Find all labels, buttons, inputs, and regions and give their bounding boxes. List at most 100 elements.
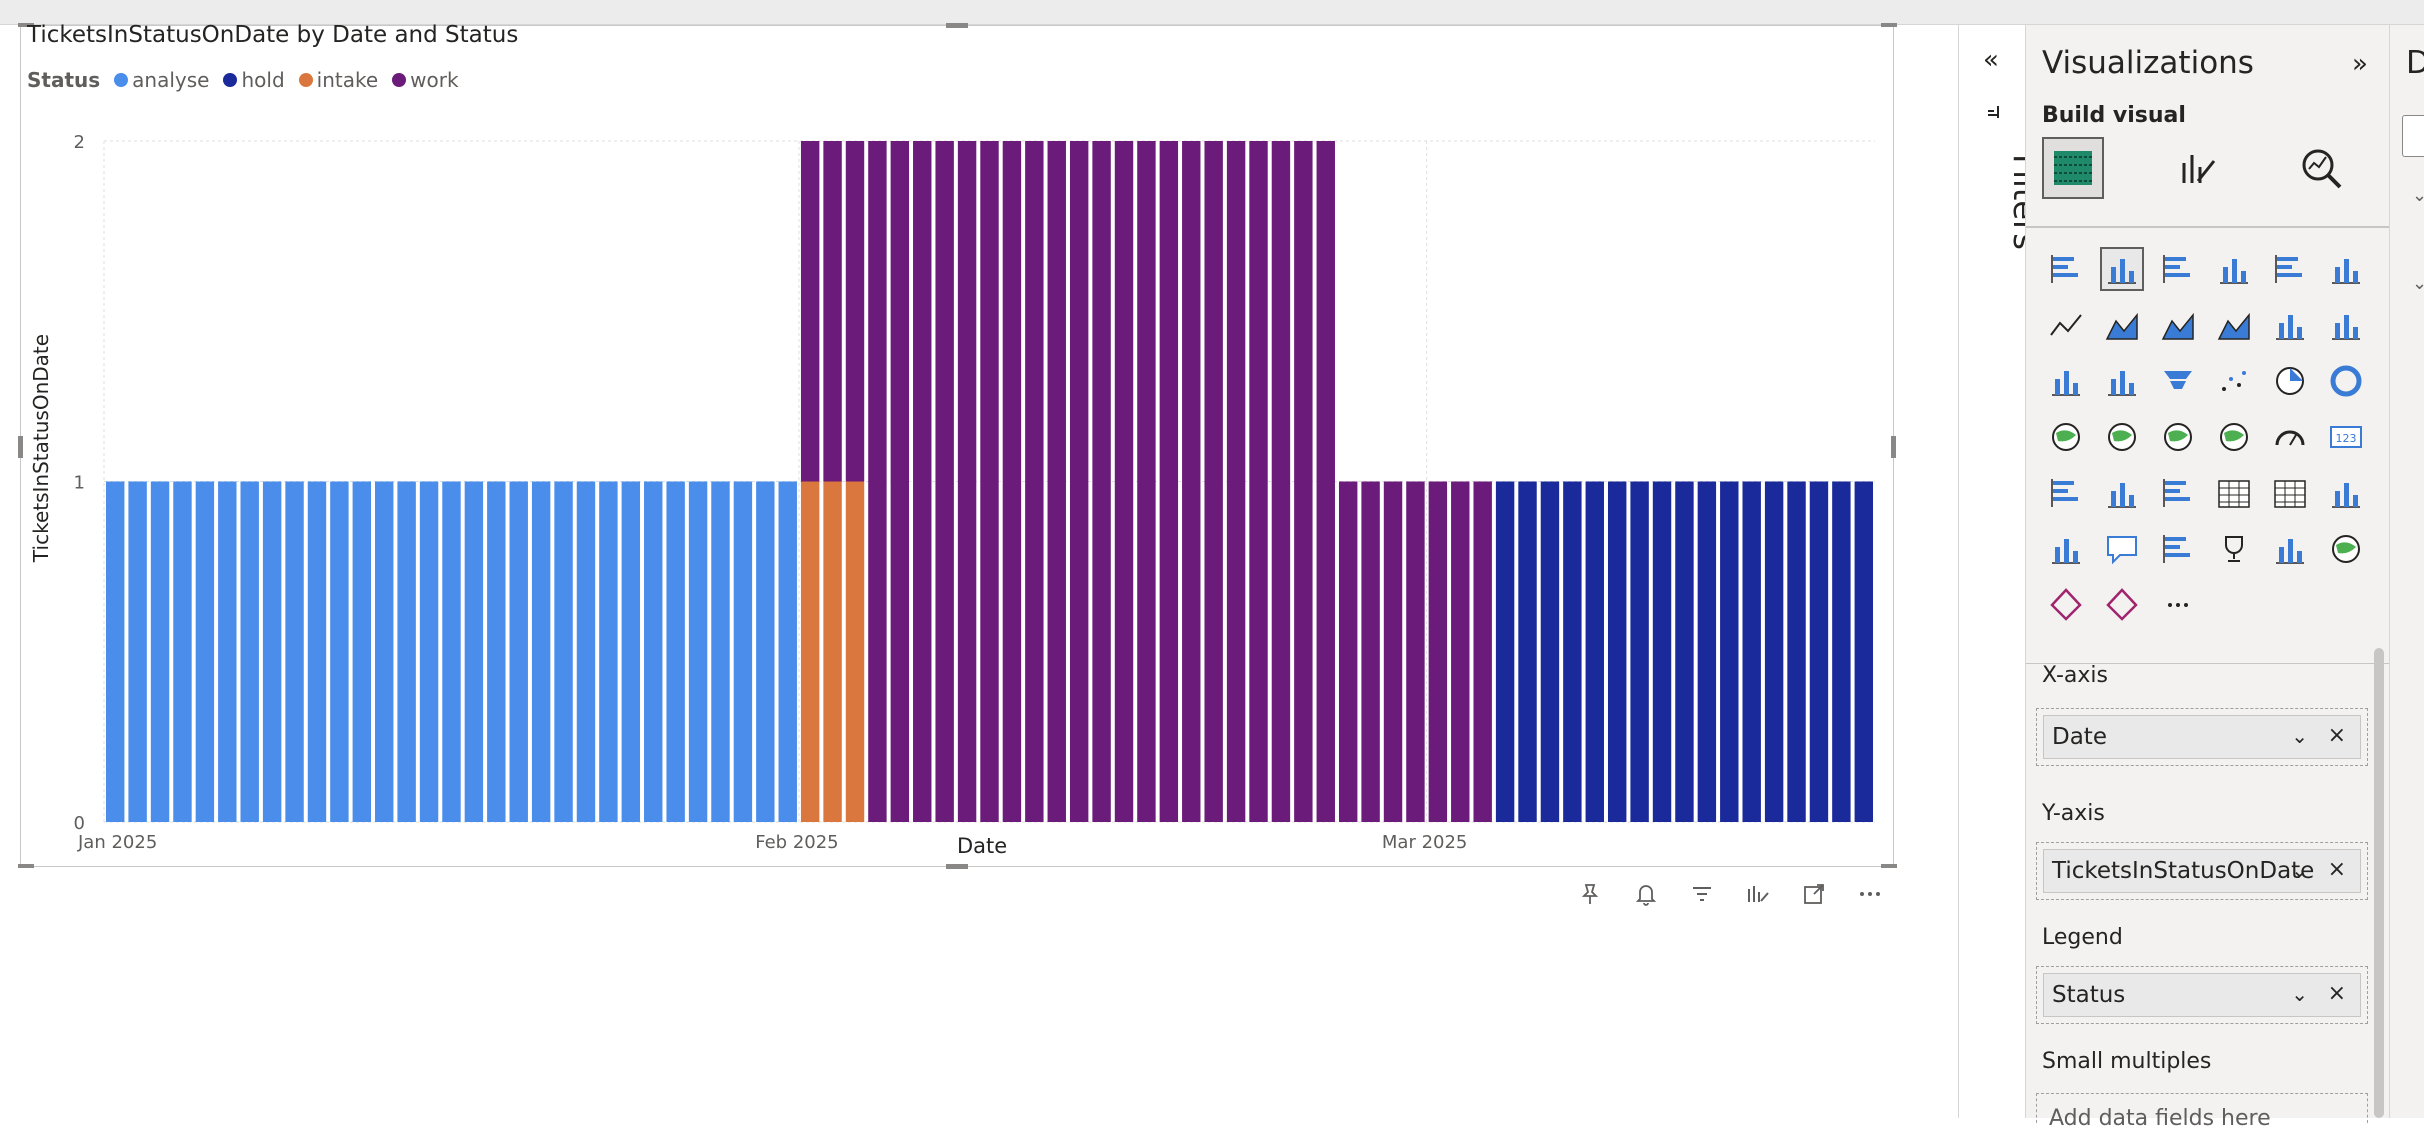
bar-hold <box>1742 481 1761 822</box>
decomposition-tree-icon[interactable] <box>2324 471 2368 515</box>
filter-icon[interactable] <box>1688 880 1716 908</box>
line-and-stacked-column-icon[interactable] <box>2268 303 2312 347</box>
y-axis-title: TicketsInStatusOnDate <box>29 333 53 563</box>
legend-well[interactable]: Status ⌄ × <box>2036 966 2368 1024</box>
tab-analytics[interactable] <box>2290 137 2352 199</box>
stacked-bar-chart-icon[interactable] <box>2044 247 2088 291</box>
metrics-icon[interactable] <box>2212 527 2256 571</box>
100-stacked-area-chart-icon[interactable] <box>2212 303 2256 347</box>
resize-handle-left[interactable] <box>18 436 23 458</box>
resize-handle-top-left[interactable] <box>18 23 34 27</box>
qna-icon[interactable] <box>2100 527 2144 571</box>
bar-work <box>1473 481 1492 822</box>
focus-mode-icon[interactable] <box>1800 880 1828 908</box>
donut-chart-icon[interactable] <box>2324 359 2368 403</box>
tab-build-visual[interactable] <box>2042 137 2104 199</box>
x-axis-well[interactable]: Date ⌄ × <box>2036 708 2368 766</box>
kpi-icon[interactable] <box>2100 471 2144 515</box>
viz-pane-tabs <box>2042 137 2372 215</box>
bar-analyse <box>195 481 215 822</box>
ribbon-chart-icon[interactable] <box>2044 359 2088 403</box>
bell-icon[interactable] <box>1632 880 1660 908</box>
legend-item-analyse[interactable]: analyse <box>114 68 209 92</box>
azure-map-icon[interactable] <box>2212 415 2256 459</box>
y-axis-field-pill[interactable]: TicketsInStatusOnDate ⌄ × <box>2043 849 2361 893</box>
tab-format-visual[interactable] <box>2166 137 2228 199</box>
remove-field-icon[interactable]: × <box>2327 723 2346 748</box>
legend-item-work[interactable]: work <box>392 68 459 92</box>
100-stacked-column-chart-icon[interactable] <box>2324 247 2368 291</box>
resize-handle-top-right[interactable] <box>1881 23 1897 27</box>
legend-item-hold[interactable]: hold <box>223 68 285 92</box>
power-apps-icon[interactable] <box>2044 583 2088 627</box>
chevron-down-icon[interactable]: ⌄ <box>2412 273 2424 294</box>
paginated-report-icon[interactable] <box>2268 527 2312 571</box>
resize-handle-bottom-right[interactable] <box>1881 864 1897 868</box>
pin-icon[interactable] <box>1576 880 1604 908</box>
x-axis-field-pill[interactable]: Date ⌄ × <box>2043 715 2361 759</box>
more-options-icon[interactable] <box>1856 880 1884 908</box>
bar-hold <box>1540 481 1560 822</box>
small-multiples-well[interactable]: Add data fields here <box>2036 1093 2368 1131</box>
stacked-column-chart-icon[interactable] <box>2100 247 2144 291</box>
chevron-down-icon[interactable]: ⌄ <box>2291 982 2308 1006</box>
gauge-icon[interactable] <box>2268 415 2312 459</box>
data-pane-title: D <box>2406 45 2424 81</box>
bar-analyse <box>397 481 416 822</box>
resize-handle-bottom[interactable] <box>946 864 968 869</box>
matrix-icon[interactable] <box>2268 471 2312 515</box>
pie-chart-icon[interactable] <box>2268 359 2312 403</box>
format-icon[interactable] <box>1744 880 1772 908</box>
clustered-bar-chart-icon[interactable] <box>2156 247 2200 291</box>
arcgis-map-icon[interactable] <box>2324 527 2368 571</box>
visualizations-pane: Visualizations » Build visual 123 X-axis <box>2025 25 2389 1131</box>
remove-field-icon[interactable]: × <box>2327 981 2346 1006</box>
data-search-input[interactable] <box>2402 115 2424 157</box>
power-automate-icon[interactable] <box>2100 583 2144 627</box>
bar-work <box>1428 481 1448 822</box>
chevron-down-icon[interactable]: ⌄ <box>2412 185 2424 206</box>
slicer-icon[interactable] <box>2156 471 2200 515</box>
treemap-icon[interactable] <box>2044 415 2088 459</box>
legend-item-intake[interactable]: intake <box>298 68 378 92</box>
x-axis-well-label: X-axis <box>2042 663 2108 688</box>
bar-analyse <box>733 481 753 822</box>
key-influencers-icon[interactable] <box>2044 527 2088 571</box>
bar-hold <box>1518 481 1537 822</box>
clustered-column-chart-icon[interactable] <box>2212 247 2256 291</box>
multi-row-card-icon[interactable] <box>2044 471 2088 515</box>
100-stacked-bar-chart-icon[interactable] <box>2268 247 2312 291</box>
filled-map-icon[interactable] <box>2156 415 2200 459</box>
stacked-column-chart-visual[interactable]: 0 1 2 Jan 2025 Feb 2025 Mar 2025 TicketsInSta… <box>18 22 1897 869</box>
bar-hold <box>1607 481 1627 822</box>
area-chart-icon[interactable] <box>2100 303 2144 347</box>
resize-handle-top[interactable] <box>946 23 968 28</box>
build-visual-icon <box>2054 151 2092 185</box>
legend-field-pill[interactable]: Status ⌄ × <box>2043 973 2361 1017</box>
bar-analyse <box>442 481 461 822</box>
funnel-chart-icon[interactable] <box>2156 359 2200 403</box>
map-icon[interactable] <box>2100 415 2144 459</box>
chevron-down-icon[interactable]: ⌄ <box>2291 858 2308 882</box>
double-chevron-right-icon[interactable]: » <box>2352 49 2368 79</box>
waterfall-chart-icon[interactable] <box>2100 359 2144 403</box>
line-chart-icon[interactable] <box>2044 303 2088 347</box>
y-axis-well[interactable]: TicketsInStatusOnDate ⌄ × <box>2036 842 2368 900</box>
filters-pane[interactable]: « Filters <box>1958 25 2044 1118</box>
remove-field-icon[interactable]: × <box>2327 857 2346 882</box>
bar-analyse <box>375 481 394 822</box>
chevron-down-icon[interactable]: ⌄ <box>2291 724 2308 748</box>
scatter-chart-icon[interactable] <box>2212 359 2256 403</box>
table-icon[interactable] <box>2212 471 2256 515</box>
resize-handle-bottom-left[interactable] <box>18 864 34 868</box>
bar-work <box>1069 141 1089 822</box>
more-visuals-icon[interactable] <box>2156 583 2200 627</box>
viz-pane-scrollbar[interactable] <box>2374 648 2384 1118</box>
smart-narrative-icon[interactable] <box>2156 527 2200 571</box>
line-and-clustered-column-icon[interactable] <box>2324 303 2368 347</box>
resize-handle-right[interactable] <box>1891 436 1896 458</box>
card-icon[interactable]: 123 <box>2324 415 2368 459</box>
stacked-area-chart-icon[interactable] <box>2156 303 2200 347</box>
bar-hold <box>1764 481 1784 822</box>
double-chevron-left-icon[interactable]: « <box>1983 45 1999 75</box>
